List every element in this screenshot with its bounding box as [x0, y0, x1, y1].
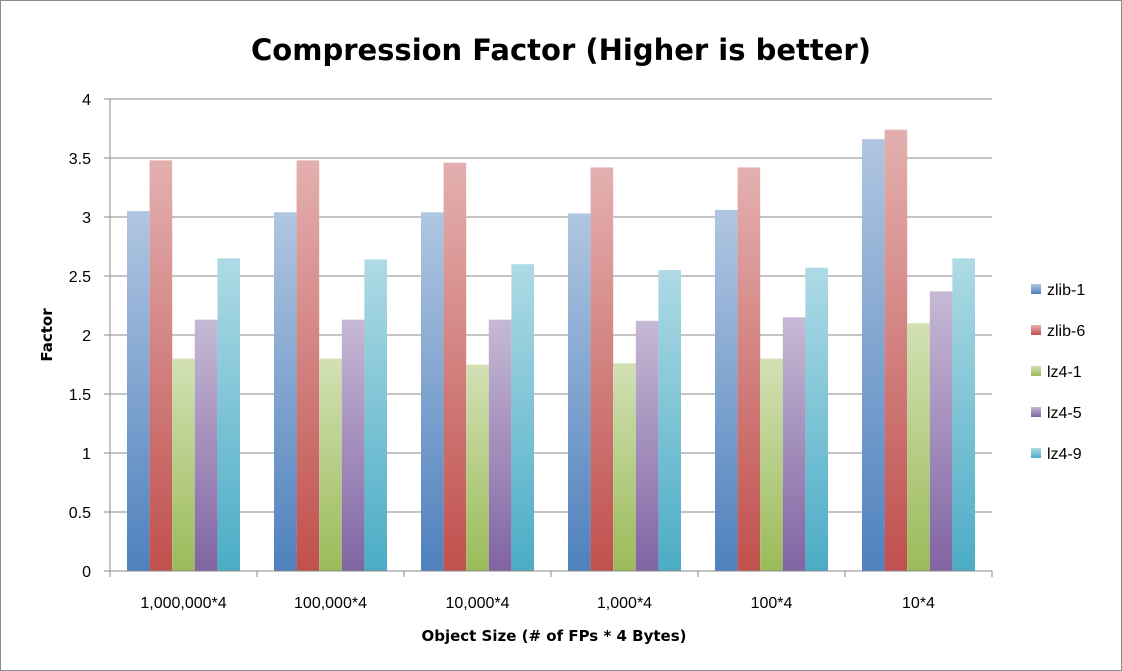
- bar-zlib-1: [421, 212, 444, 571]
- bar-lz4-9: [511, 264, 534, 571]
- bar-zlib-6: [590, 167, 614, 571]
- bar-lz4-1: [466, 364, 489, 571]
- y-tick-label: 1: [82, 446, 91, 463]
- bar-zlib-6: [443, 162, 467, 571]
- axes: [109, 99, 993, 577]
- bar-lz4-1: [319, 358, 342, 571]
- y-tick-label: 1.5: [69, 387, 91, 404]
- legend-swatch-lz4-1: [1031, 366, 1041, 376]
- chart-title: Compression Factor (Higher is better): [251, 33, 871, 67]
- bar-lz4-9: [217, 258, 240, 571]
- bar-lz4-5: [488, 319, 512, 571]
- bar-lz4-1: [760, 358, 783, 571]
- y-tick-label: 4: [82, 92, 91, 109]
- y-tick-label: 3.5: [69, 151, 91, 168]
- legend-swatch-lz4-9: [1031, 448, 1041, 458]
- bar-lz4-9: [952, 258, 975, 571]
- bar-zlib-6: [296, 160, 320, 572]
- bar-lz4-9: [805, 267, 828, 571]
- bar-lz4-1: [172, 358, 195, 571]
- y-tick-label: 3: [82, 210, 91, 227]
- y-tick-label: 2.5: [69, 269, 91, 286]
- bar-lz4-9: [658, 270, 681, 571]
- bar-zlib-6: [149, 160, 173, 572]
- legend-label-zlib-6: zlib-6: [1047, 323, 1085, 340]
- bar-zlib-6: [737, 167, 761, 571]
- x-tick-labels: 1,000,000*4 100,000*4 10,000*4 1,000*4 100*4…: [140, 595, 935, 612]
- x-tick-label: 100,000*4: [294, 595, 367, 612]
- bar-lz4-5: [782, 317, 806, 571]
- x-tick-label: 1,000*4: [597, 595, 652, 612]
- legend-swatch-zlib-1: [1031, 284, 1041, 294]
- y-tick-labels: 0 0.5 1 1.5 2 2.5 3 3.5 4: [69, 92, 91, 581]
- y-axis-label: Factor: [38, 308, 56, 362]
- x-tick-label: 1,000,000*4: [140, 595, 226, 612]
- legend-label-zlib-1: zlib-1: [1047, 282, 1085, 299]
- y-tick-label: 0.5: [69, 505, 91, 522]
- legend-swatch-lz4-5: [1031, 407, 1041, 417]
- bar-zlib-6: [884, 129, 908, 571]
- bar-lz4-5: [341, 319, 365, 571]
- bar-lz4-1: [907, 323, 930, 571]
- bar-lz4-5: [194, 319, 218, 571]
- bar-zlib-1: [127, 211, 150, 571]
- bar-zlib-1: [862, 139, 885, 571]
- legend-label-lz4-5: lz4-5: [1047, 405, 1082, 422]
- x-tick-label: 10*4: [902, 595, 935, 612]
- bar-zlib-1: [715, 209, 738, 572]
- x-tick-label: 100*4: [751, 595, 793, 612]
- legend: zlib-1 zlib-6 lz4-1 lz4-5 lz4-9: [1031, 282, 1085, 463]
- bars: [127, 129, 975, 572]
- legend-swatch-zlib-6: [1031, 325, 1041, 335]
- legend-label-lz4-9: lz4-9: [1047, 446, 1082, 463]
- y-tick-label: 2: [82, 328, 91, 345]
- bar-lz4-5: [929, 291, 953, 571]
- bar-lz4-9: [364, 259, 387, 571]
- bar-zlib-1: [568, 213, 591, 571]
- bar-lz4-5: [635, 320, 659, 571]
- y-tick-label: 0: [82, 564, 91, 581]
- legend-label-lz4-1: lz4-1: [1047, 364, 1082, 381]
- bar-zlib-1: [274, 212, 297, 571]
- bar-lz4-1: [613, 363, 636, 571]
- x-tick-label: 10,000*4: [445, 595, 509, 612]
- gridlines: [104, 98, 992, 572]
- x-axis-label: Object Size (# of FPs * 4 Bytes): [421, 627, 686, 645]
